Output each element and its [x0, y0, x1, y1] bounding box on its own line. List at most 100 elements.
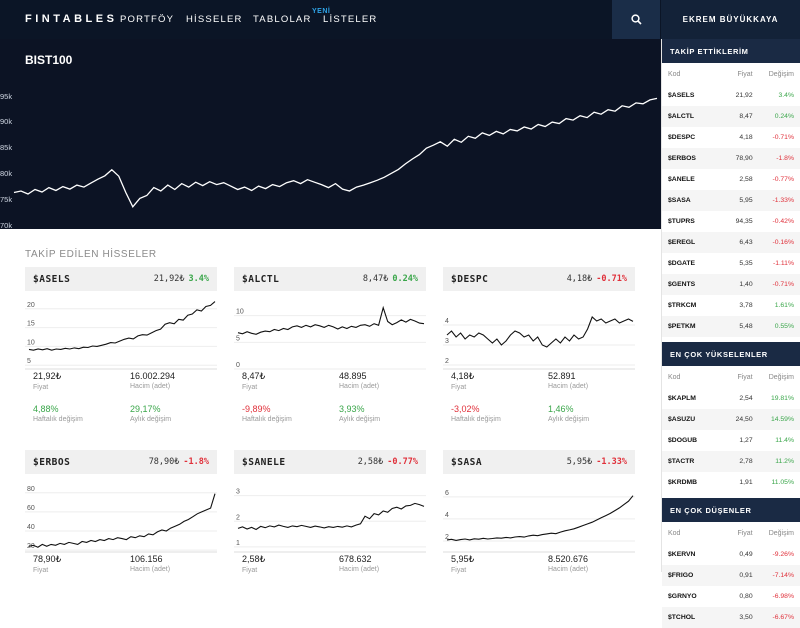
- stock-mini-chart: 10 5 0: [234, 305, 426, 370]
- stock-price: 21,92₺: [153, 274, 185, 284]
- side-table-row[interactable]: $TACTR 2,78 11.2%: [662, 451, 800, 472]
- row-price: 5,48: [739, 323, 753, 330]
- row-code[interactable]: $SASA: [668, 197, 691, 204]
- row-change: -0.77%: [772, 176, 794, 183]
- stock-price: 2,58₺: [357, 457, 384, 467]
- search-icon: [630, 14, 642, 25]
- col-code: Kod: [668, 373, 681, 381]
- side-table-row[interactable]: $DGATE 5,35 -1.11%: [662, 253, 800, 274]
- row-code[interactable]: $KERVN: [668, 551, 696, 558]
- stat-price: 5,95₺ Fiyat: [451, 554, 474, 574]
- row-change: 11.4%: [775, 437, 794, 444]
- row-code[interactable]: $ASUZU: [668, 416, 696, 423]
- stat-price: 21,92₺ Fiyat: [33, 371, 61, 391]
- stat-price-label: Fiyat: [33, 384, 49, 391]
- stock-price: 8,47₺: [362, 274, 389, 284]
- row-code[interactable]: $GENTS: [668, 281, 696, 288]
- side-table-row[interactable]: $DESPC 4,18 -0.71%: [662, 127, 800, 148]
- row-code[interactable]: $KAPLM: [668, 395, 696, 402]
- side-table-row[interactable]: $PETKM 5,48 0.55%: [662, 316, 800, 337]
- side-table-row[interactable]: $SASA 5,95 -1.33%: [662, 190, 800, 211]
- row-code[interactable]: $KRDMB: [668, 479, 698, 486]
- stock-price-line: [237, 305, 425, 335]
- stock-card[interactable]: $SANELE 2,58₺ -0.77% 3 2 1 2,58₺ Fiyat 678.632 Ha…: [234, 450, 426, 628]
- row-code[interactable]: $ANELE: [668, 176, 695, 183]
- stock-card[interactable]: $SASA 5,95₺ -1.33% 6 4 2 5,95₺ Fiyat 8.520.676 Ha…: [443, 450, 635, 628]
- side-table-row[interactable]: $KAPLM 2,54 19.81%: [662, 388, 800, 409]
- stock-card[interactable]: $ERBOS 78,90₺ -1.8% 80 60 40 20 78,90₺ Fiyat 106.…: [25, 450, 217, 628]
- side-table-row[interactable]: $DOGUB 1,27 11.4%: [662, 430, 800, 451]
- stock-card[interactable]: $ASELS 21,92₺ 3.4% 20 15 10 5 21,92₺ Fiyat 16.002…: [25, 267, 217, 445]
- stock-price-line: [237, 502, 425, 531]
- side-table-row[interactable]: $ANELE 2,58 -0.77%: [662, 169, 800, 190]
- stat-volume: 106.156 Hacim (adet): [130, 554, 170, 573]
- bist100-chart-panel: BIST100 95k 90k 85k 80k 75k 70k: [0, 39, 661, 229]
- stat-volume: 16.002.294 Hacim (adet): [130, 371, 175, 390]
- row-price: 6,43: [739, 239, 753, 246]
- stock-price-line: [446, 316, 634, 348]
- row-price: 2,58: [739, 176, 753, 183]
- col-code: Kod: [668, 70, 681, 78]
- stat-volume-label: Hacim (adet): [339, 383, 380, 390]
- stock-card[interactable]: $DESPC 4,18₺ -0.71% 4 3 2 4,18₺ Fiyat 52.891 Haci…: [443, 267, 635, 445]
- stat-volume-value: 8.520.676: [548, 554, 589, 564]
- row-code[interactable]: $FRIGO: [668, 572, 694, 579]
- side-table-row[interactable]: $GRNYO 0,80 -6.98%: [662, 586, 800, 607]
- stock-symbol[interactable]: $ASELS: [33, 273, 71, 285]
- side-table-row[interactable]: $EREGL 6,43 -0.16%: [662, 232, 800, 253]
- search-button[interactable]: [612, 0, 660, 39]
- row-code[interactable]: $TCHOL: [668, 614, 696, 621]
- row-code[interactable]: $TUPRS: [668, 218, 695, 225]
- side-table-row[interactable]: $ERBOS 78,90 -1.8%: [662, 148, 800, 169]
- stock-symbol[interactable]: $SANELE: [242, 456, 286, 468]
- row-price: 0,80: [739, 593, 753, 600]
- stat-price-label: Fiyat: [242, 384, 258, 391]
- side-table-row[interactable]: $KRDMB 1,91 11.05%: [662, 472, 800, 493]
- row-change: -0.42%: [772, 218, 794, 225]
- row-code[interactable]: $DOGUB: [668, 437, 698, 444]
- nav-portfoy[interactable]: PORTFÖY: [120, 14, 175, 25]
- side-table-row[interactable]: $ASELS 21,92 3.4%: [662, 85, 800, 106]
- stock-change: -0.77%: [387, 457, 418, 467]
- col-change: Değişim: [768, 529, 794, 537]
- stock-symbol[interactable]: $DESPC: [451, 273, 489, 285]
- row-code[interactable]: $TRKCM: [668, 302, 697, 309]
- nav-listeler[interactable]: LİSTELER: [323, 14, 378, 25]
- side-table-row[interactable]: $ALCTL 8,47 0.24%: [662, 106, 800, 127]
- stock-symbol[interactable]: $ALCTL: [242, 273, 280, 285]
- user-menu[interactable]: EKREM BÜYÜKKAYA: [661, 0, 800, 39]
- stock-price: 78,90₺: [148, 457, 180, 467]
- row-code[interactable]: $ERBOS: [668, 155, 696, 162]
- row-code[interactable]: $PETKM: [668, 323, 696, 330]
- side-table-row[interactable]: $TCHOL 3,50 -6.67%: [662, 607, 800, 628]
- row-price: 0,91: [739, 572, 753, 579]
- nav-hisseler[interactable]: HİSSELER: [186, 14, 243, 25]
- app-logo[interactable]: FINTABLES: [25, 13, 118, 25]
- row-code[interactable]: $ALCTL: [668, 113, 695, 120]
- row-code[interactable]: $ASELS: [668, 92, 695, 99]
- row-price: 5,35: [739, 260, 753, 267]
- nav-tablolar[interactable]: TABLOLAR: [253, 14, 312, 25]
- stock-price: 5,95₺: [566, 457, 593, 467]
- stat-weekly-value: -3,02%: [451, 404, 480, 414]
- row-code[interactable]: $DGATE: [668, 260, 696, 267]
- row-code[interactable]: $DESPC: [668, 134, 696, 141]
- side-table-row[interactable]: $FRIGO 0,91 -7.14%: [662, 565, 800, 586]
- stock-symbol[interactable]: $SASA: [451, 456, 483, 468]
- side-table-row[interactable]: $GENTS 1,40 -0.71%: [662, 274, 800, 295]
- stock-symbol[interactable]: $ERBOS: [33, 456, 71, 468]
- side-table-row[interactable]: $TUPRS 94,35 -0.42%: [662, 211, 800, 232]
- side-table-row[interactable]: $ASUZU 24,50 14.59%: [662, 409, 800, 430]
- side-table-row[interactable]: $KERVN 0,49 -9.26%: [662, 544, 800, 565]
- stat-monthly-value: 29,17%: [130, 404, 161, 414]
- row-change: -0.71%: [772, 134, 794, 141]
- y-tick: 90k: [0, 117, 13, 126]
- row-code[interactable]: $TACTR: [668, 458, 695, 465]
- row-code[interactable]: $GRNYO: [668, 593, 697, 600]
- stock-card[interactable]: $ALCTL 8,47₺ 0.24% 10 5 0 8,47₺ Fiyat 48.895 Haci…: [234, 267, 426, 445]
- bist100-line-chart: [13, 97, 658, 208]
- stock-card-header: $ALCTL 8,47₺ 0.24%: [234, 267, 426, 291]
- side-table-row[interactable]: $TRKCM 3,78 1.61%: [662, 295, 800, 316]
- stat-volume: 8.520.676 Hacim (adet): [548, 554, 588, 573]
- row-code[interactable]: $EREGL: [668, 239, 696, 246]
